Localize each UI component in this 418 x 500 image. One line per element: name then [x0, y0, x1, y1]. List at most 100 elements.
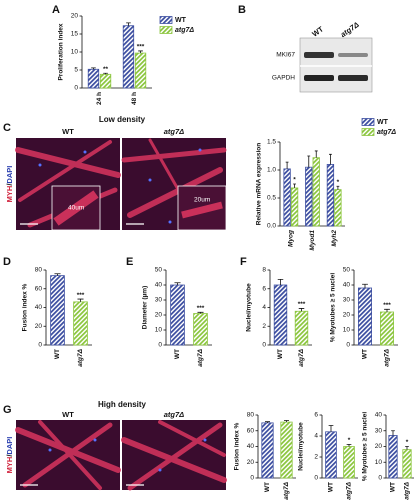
stain-part: MYH [5, 186, 14, 203]
lane-label: atg7Δ [164, 127, 184, 136]
significance: * [337, 179, 340, 186]
micrograph [15, 138, 227, 231]
bar [325, 431, 337, 479]
stain-part: / [5, 183, 14, 186]
x-tick-label: atg7Δ [346, 481, 353, 499]
error-bar [264, 421, 271, 423]
error-bar [336, 185, 340, 190]
lane-label: WT [310, 24, 325, 38]
blot-row-label: MKI67 [276, 52, 295, 59]
y-tick-label: 0 [158, 342, 162, 349]
y-tick-label: 0.0 [267, 223, 276, 230]
x-tick-label: atg7Δ [384, 348, 391, 366]
error-bar [384, 308, 390, 312]
x-tick-label: WT [174, 349, 181, 359]
bar [50, 275, 65, 346]
y-tick-label: 80 [35, 267, 43, 274]
lane-label: atg7Δ [164, 410, 184, 419]
bar [294, 310, 309, 346]
stain-part: MYH [5, 457, 14, 474]
y-tick-label: 0 [250, 475, 254, 482]
y-tick-label: 0 [314, 475, 318, 482]
y-tick-label: 40 [343, 282, 351, 289]
significance: *** [298, 301, 306, 308]
bar [283, 168, 291, 227]
error-bar [307, 155, 311, 168]
y-axis-label: % Myotubes ≥ 5 nuclei [362, 412, 369, 481]
y-tick-label: 40 [155, 282, 163, 289]
x-tick-label: 48 h [131, 92, 138, 105]
stain-label: MYH/DAPI [5, 437, 14, 474]
y-tick-label: 15 [71, 31, 79, 38]
x-tick-label: Myod1 [309, 230, 316, 251]
y-tick-label: 8 [262, 267, 266, 274]
bar [402, 449, 412, 479]
panel-label: F [240, 256, 247, 268]
error-bar [126, 22, 131, 26]
bar [193, 313, 208, 346]
y-tick-label: 0 [346, 342, 350, 349]
error-bar [174, 282, 181, 285]
x-tick-label: WT [54, 349, 61, 359]
bar [134, 52, 147, 89]
legend-swatch [361, 118, 375, 126]
y-axis-label: Nuclei/myotube [246, 283, 253, 332]
bar [334, 189, 342, 227]
error-bar [346, 444, 352, 447]
error-bar [391, 430, 395, 436]
legend-label: WT [175, 17, 187, 24]
bar [273, 284, 288, 346]
legend-swatch [361, 128, 375, 136]
lane-label: WT [62, 410, 74, 419]
y-tick-label: 10 [155, 327, 163, 334]
panel-label: C [3, 122, 11, 134]
error-bar [91, 67, 96, 70]
panel-label: D [3, 256, 11, 268]
significance: * [293, 177, 296, 184]
x-tick-label: WT [390, 482, 397, 492]
y-axis-label: Fusion index % [234, 422, 241, 470]
error-bar [362, 283, 368, 288]
bar [343, 446, 355, 479]
error-bar [103, 72, 108, 75]
y-tick-label: 30 [375, 427, 383, 434]
y-tick-label: 2 [262, 323, 266, 330]
y-tick-label: 20 [155, 312, 163, 319]
significance: *** [77, 292, 85, 299]
x-tick-label: WT [328, 482, 335, 492]
error-bar [328, 153, 332, 165]
blot [299, 37, 373, 93]
scale-label: 20um [194, 197, 210, 204]
legend-label: WT [377, 119, 389, 126]
y-axis-label: Fusion index % [22, 283, 29, 331]
y-axis-label: Nuclei/myotube [298, 422, 305, 471]
x-tick-label: atg7Δ [404, 481, 411, 499]
significance: *** [197, 305, 205, 312]
x-tick-label: Myog [288, 230, 295, 247]
panel-label: B [238, 4, 246, 16]
y-axis-label: Relative mRNA expression [256, 143, 263, 226]
y-tick-label: 1.5 [267, 139, 276, 146]
y-tick-label: 10 [71, 49, 79, 56]
y-tick-label: 4 [314, 433, 318, 440]
bar [290, 187, 299, 227]
y-tick-label: 4 [262, 304, 266, 311]
bar [87, 68, 100, 89]
error-bar [197, 311, 204, 314]
error-bar [298, 308, 305, 312]
stain-part: / [5, 454, 14, 457]
x-tick-label: Myh2 [331, 230, 338, 247]
y-tick-label: 60 [247, 427, 255, 434]
stain-label: MYH/DAPI [5, 166, 14, 203]
y-tick-label: 0 [38, 342, 42, 349]
significance: * [348, 437, 351, 444]
y-tick-label: 0 [262, 342, 266, 349]
y-tick-label: 0 [378, 475, 382, 482]
y-tick-label: 40 [375, 412, 383, 419]
y-tick-label: 20 [71, 13, 79, 20]
panel-label: G [3, 404, 12, 416]
micrograph [15, 420, 227, 491]
bar [312, 157, 320, 227]
y-tick-label: 6 [314, 412, 318, 419]
